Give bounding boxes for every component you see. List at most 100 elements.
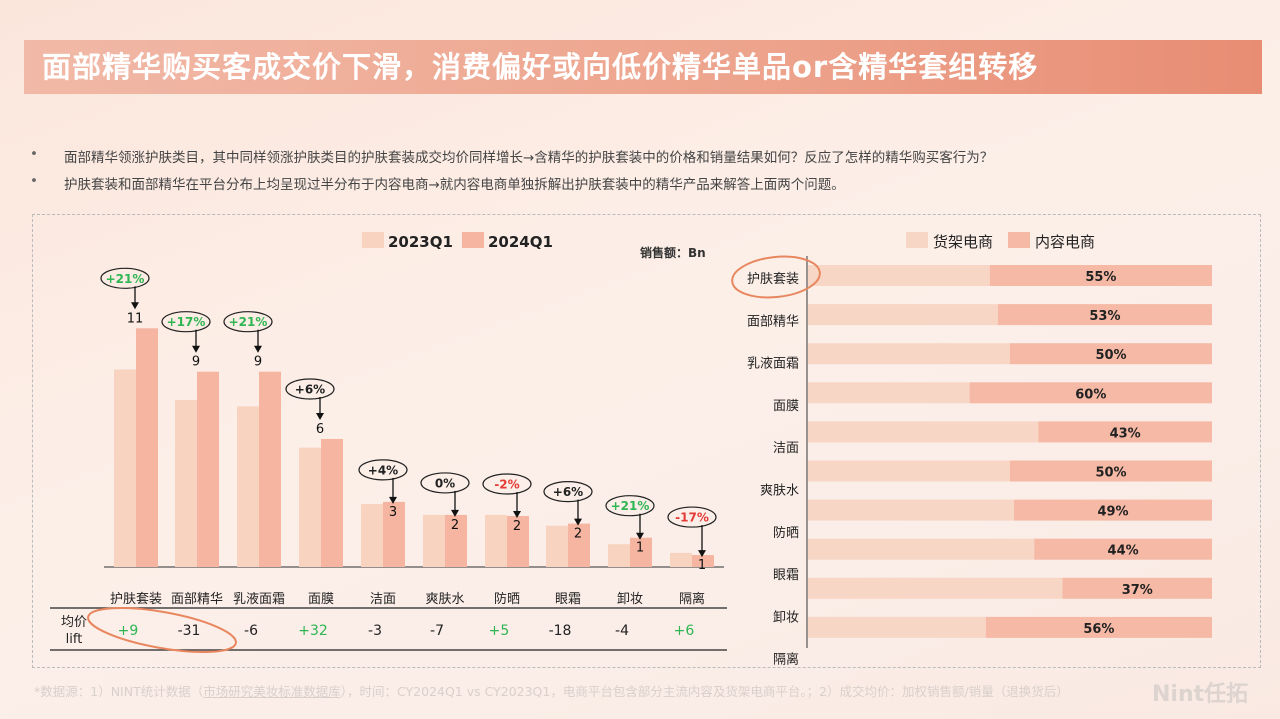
- bar-shelf: [808, 382, 970, 404]
- nint-logo: Nint任拓: [1152, 682, 1249, 707]
- bar-shelf: [808, 577, 1063, 599]
- bar-content: [1034, 538, 1212, 560]
- growth-bubble: [285, 378, 335, 400]
- price-lift-value: +6: [674, 623, 695, 639]
- category-label: 护肤套装: [110, 591, 162, 607]
- bar-content: [1010, 460, 1212, 482]
- share-label: 37%: [1122, 583, 1153, 598]
- slide-title: 面部精华购买客成交价下滑，消费偏好或向低价精华单品or含精华套组转移: [24, 40, 1262, 94]
- category-label: 卸妆: [617, 591, 643, 607]
- growth-label: 0%: [435, 476, 455, 490]
- growth-bubble: [605, 495, 655, 517]
- bar-shelf: [808, 265, 990, 286]
- price-lift-label: 均价: [61, 615, 87, 630]
- category-label: 面部精华: [171, 592, 223, 607]
- growth-label: +4%: [368, 463, 398, 477]
- growth-bubble: [223, 311, 273, 333]
- category-label: 洁面: [370, 592, 396, 607]
- footnote: *数据源：1）NINT统计数据（市场研究美妆标准数据库），时间：CY2024Q1…: [34, 683, 1114, 700]
- highlight-circle: [731, 255, 821, 299]
- bar-content: [985, 616, 1212, 638]
- bar-2023: [175, 399, 197, 567]
- arrow-head-icon: [513, 511, 521, 519]
- footnote-link: 市场研究美妆标准数据库: [203, 684, 341, 699]
- bar-2024: [197, 371, 219, 567]
- bar-content: [997, 304, 1212, 326]
- footnote-suffix: ），时间：CY2024Q1 vs CY2023Q1，电商平台包含部分主流内容及货…: [340, 684, 1069, 699]
- bar-2023: [299, 447, 321, 567]
- category-label: 面部精华: [747, 314, 799, 329]
- growth-label: +6%: [553, 485, 583, 499]
- bullet-dot: •: [30, 146, 38, 162]
- legend-label-2023: 2023Q1: [388, 233, 453, 251]
- arrow-head-icon: [316, 412, 324, 420]
- bullet-1: • 面部精华领涨护肤类目，其中同样领涨护肤类目的护肤套装成交均价同样增长→含精华的…: [30, 146, 993, 166]
- value-label: 3: [389, 505, 397, 520]
- share-label: 50%: [1095, 466, 1126, 481]
- bar-shelf: [808, 304, 998, 326]
- legend-swatch-content: [1008, 232, 1030, 248]
- bar-shelf: [808, 499, 1015, 521]
- bar-2023: [237, 406, 259, 567]
- legend-label-content: 内容电商: [1035, 233, 1095, 251]
- legend-label-2024: 2024Q1: [488, 233, 553, 251]
- share-label: 55%: [1085, 270, 1116, 285]
- arrow-head-icon: [389, 496, 397, 504]
- legend-swatch-2024: [462, 232, 484, 248]
- bar-2024: [568, 523, 590, 567]
- growth-bubble: [161, 311, 211, 333]
- share-label: 44%: [1108, 544, 1139, 559]
- arrow-head-icon: [451, 509, 459, 517]
- bar-content: [1010, 343, 1212, 365]
- bar-2024: [445, 514, 467, 567]
- growth-label: +17%: [167, 315, 206, 329]
- bar-shelf: [808, 421, 1039, 443]
- category-label: 乳液面霜: [747, 357, 799, 372]
- category-label: 隔离: [773, 652, 799, 668]
- growth-bubble: [482, 473, 532, 495]
- category-label: 面膜: [773, 399, 799, 414]
- price-lift-value: -6: [244, 623, 258, 639]
- bar-shelf: [808, 538, 1035, 560]
- bar-2024: [692, 555, 714, 567]
- bar-shelf: [808, 460, 1010, 482]
- value-label: 6: [316, 422, 324, 437]
- arrow-head-icon: [192, 345, 200, 353]
- growth-bubble: [420, 472, 470, 494]
- price-lift-value: +32: [298, 623, 328, 639]
- bar-2023: [608, 544, 630, 567]
- value-label: 1: [698, 558, 706, 573]
- growth-label: +21%: [611, 499, 650, 513]
- price-lift-value: -3: [368, 623, 382, 639]
- category-label: 眼霜: [773, 568, 799, 583]
- value-label: 9: [192, 355, 200, 370]
- price-lift-value: -31: [178, 623, 201, 639]
- growth-label: +21%: [229, 315, 268, 329]
- chart-frame: [32, 214, 1261, 668]
- arrow-head-icon: [698, 550, 706, 558]
- growth-label: -2%: [494, 478, 519, 492]
- bar-2023: [670, 552, 692, 567]
- bar-2023: [485, 514, 507, 567]
- category-label: 隔离: [679, 591, 705, 607]
- growth-bubble: [667, 506, 717, 528]
- price-lift-value: -4: [615, 623, 629, 639]
- bullet-dot: •: [30, 173, 38, 189]
- growth-bubble: [358, 459, 408, 481]
- bar-2023: [423, 514, 445, 567]
- share-label: 56%: [1083, 622, 1114, 637]
- share-label: 53%: [1089, 309, 1120, 324]
- category-label: 爽肤水: [425, 592, 464, 607]
- growth-bubble: [100, 267, 150, 289]
- value-label: 9: [254, 355, 262, 370]
- share-label: 50%: [1095, 348, 1126, 363]
- legend-label-shelf: 货架电商: [933, 233, 993, 251]
- bar-2024: [383, 501, 405, 567]
- arrow-head-icon: [636, 532, 644, 540]
- growth-label: -17%: [675, 511, 709, 525]
- bar-2023: [546, 525, 568, 567]
- legend-swatch-2023: [362, 232, 384, 248]
- share-label: 49%: [1097, 505, 1128, 520]
- arrow-head-icon: [574, 518, 582, 526]
